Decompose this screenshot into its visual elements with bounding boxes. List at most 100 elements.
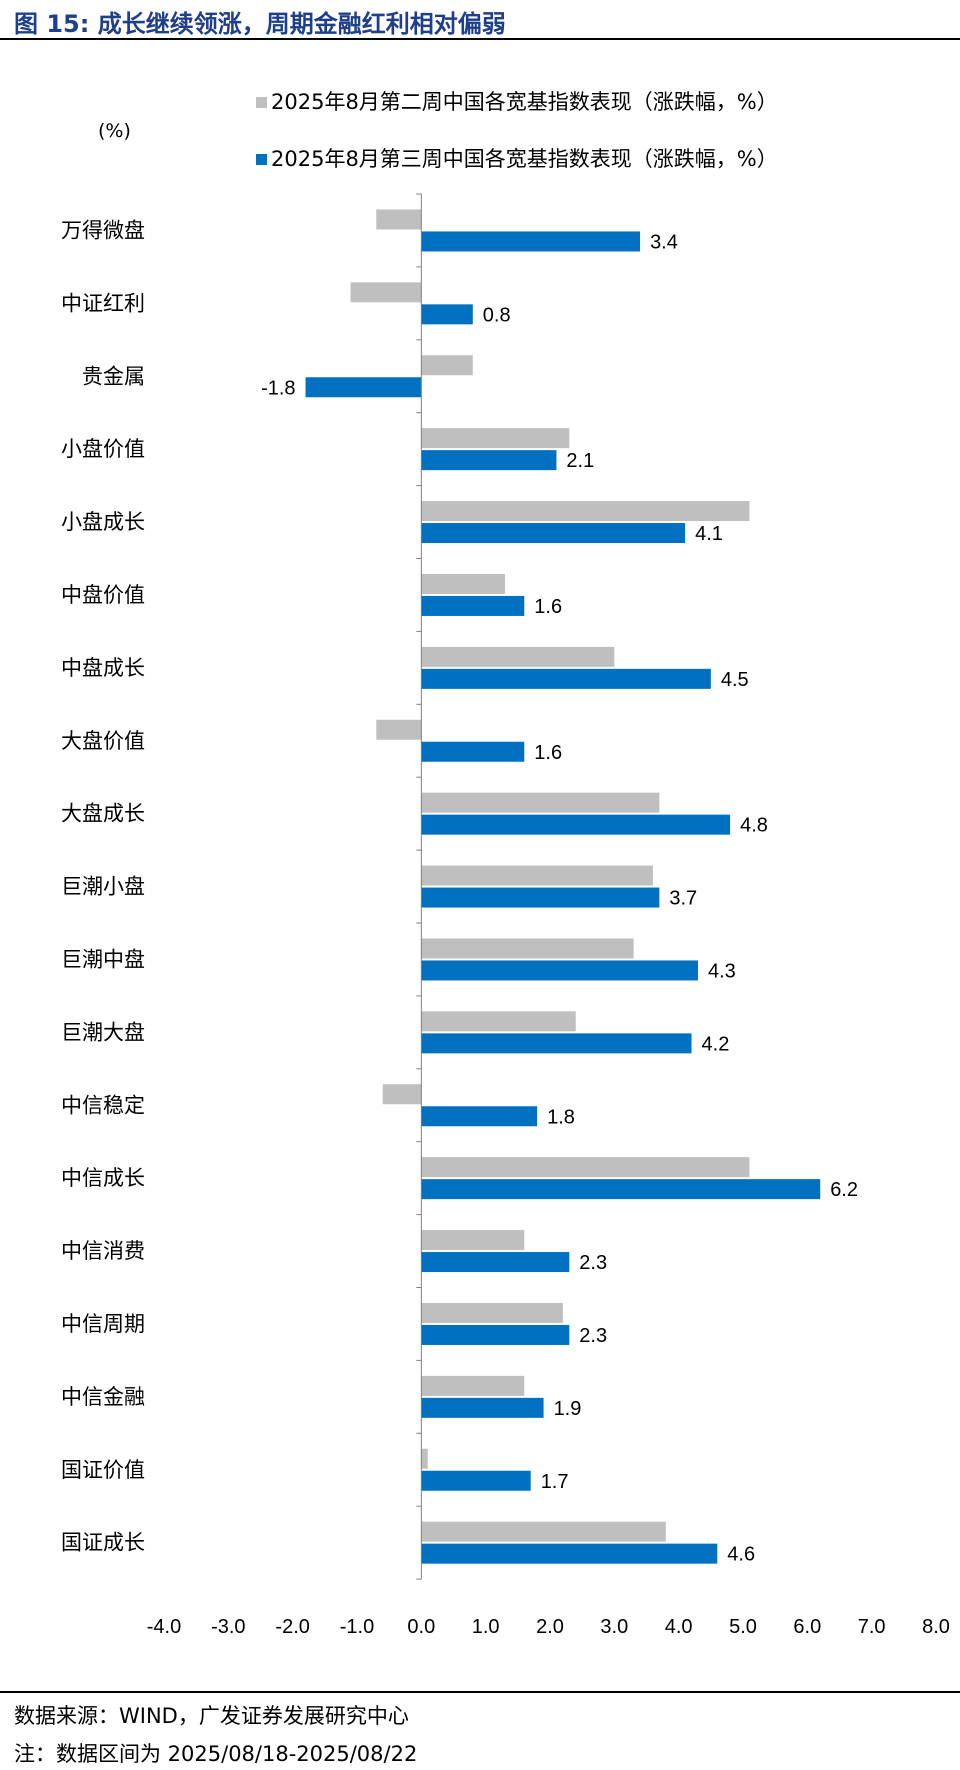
unit-label: (%) xyxy=(98,120,131,142)
bar-week3 xyxy=(421,1397,544,1418)
footer-divider xyxy=(0,1691,960,1693)
bar-week2 xyxy=(421,792,660,813)
legend-label-week2: 2025年8月第二周中国各宽基指数表现（涨跌幅，%） xyxy=(271,90,778,114)
bar-week3 xyxy=(421,741,525,762)
bar-week3 xyxy=(421,668,711,689)
category-label: 大盘价值 xyxy=(61,729,145,753)
data-label: 1.6 xyxy=(534,596,562,618)
x-tick-label: 5.0 xyxy=(729,1616,757,1638)
category-label: 国证成长 xyxy=(61,1531,145,1555)
bar-week3 xyxy=(421,1470,531,1491)
x-tick-label: 3.0 xyxy=(600,1616,628,1638)
bar-week3 xyxy=(421,231,641,252)
data-source: 数据来源：WIND，广发证券发展研究中心 xyxy=(14,1704,409,1728)
category-label: 中盘成长 xyxy=(61,656,145,680)
bar-week2 xyxy=(421,1230,525,1251)
data-label: 1.8 xyxy=(547,1106,575,1128)
category-label: 中盘价值 xyxy=(61,583,145,607)
data-label: 4.3 xyxy=(708,960,736,982)
data-label: 2.3 xyxy=(579,1325,607,1347)
bar-week2 xyxy=(421,646,615,667)
figure-title: 图 15: 成长继续领涨，周期金融红利相对偏弱 xyxy=(14,10,506,38)
data-label: 4.5 xyxy=(721,669,749,691)
bar-week2 xyxy=(421,1448,428,1469)
bar-week3 xyxy=(421,1179,821,1200)
bar-week2 xyxy=(421,1302,563,1323)
bar-week3 xyxy=(421,1106,538,1127)
data-label: 3.7 xyxy=(669,888,697,910)
x-tick-label: -1.0 xyxy=(340,1616,374,1638)
category-label: 中信周期 xyxy=(61,1312,145,1336)
bar-week3 xyxy=(421,1324,570,1345)
legend-item-week2: 2025年8月第二周中国各宽基指数表现（涨跌幅，%） xyxy=(256,86,778,116)
data-label: 1.7 xyxy=(541,1471,569,1493)
data-label: 1.9 xyxy=(554,1398,582,1420)
category-label: 中信消费 xyxy=(61,1239,145,1263)
category-label: 小盘成长 xyxy=(61,510,145,534)
category-label: 中信成长 xyxy=(61,1166,145,1190)
bar-week2 xyxy=(421,355,473,376)
legend-label-week3: 2025年8月第三周中国各宽基指数表现（涨跌幅，%） xyxy=(271,147,778,171)
x-tick-label: -3.0 xyxy=(211,1616,245,1638)
bar-week2 xyxy=(421,573,505,594)
x-tick-label: -4.0 xyxy=(147,1616,181,1638)
x-tick-label: -2.0 xyxy=(275,1616,309,1638)
category-label: 国证价值 xyxy=(61,1458,145,1482)
category-label: 中信稳定 xyxy=(61,1093,145,1117)
category-label: 巨潮大盘 xyxy=(61,1020,145,1044)
x-tick-label: 2.0 xyxy=(536,1616,564,1638)
category-label: 巨潮中盘 xyxy=(61,947,145,971)
bar-week2 xyxy=(421,1011,576,1032)
bar-week3 xyxy=(421,304,473,325)
data-label: 4.6 xyxy=(727,1544,755,1566)
x-tick-label: 0.0 xyxy=(407,1616,435,1638)
bar-week2 xyxy=(421,1521,666,1542)
bar-week2 xyxy=(376,209,422,230)
data-note: 注：数据区间为 2025/08/18-2025/08/22 xyxy=(14,1742,418,1766)
bar-week2 xyxy=(421,501,750,522)
bar-week2 xyxy=(421,428,570,449)
figure-header: 图 15: 成长继续领涨，周期金融红利相对偏弱 xyxy=(0,0,960,40)
data-label: 4.2 xyxy=(702,1033,730,1055)
category-label: 小盘价值 xyxy=(61,437,145,461)
x-tick-label: 6.0 xyxy=(793,1616,821,1638)
category-label: 大盘成长 xyxy=(61,802,145,826)
bar-week2 xyxy=(421,1157,750,1178)
legend-swatch-week3 xyxy=(256,154,267,165)
legend-swatch-week2 xyxy=(256,97,267,108)
x-tick-label: 8.0 xyxy=(922,1616,950,1638)
bar-week3 xyxy=(421,1543,718,1564)
bar-week3 xyxy=(421,887,660,908)
data-label: 4.1 xyxy=(695,523,723,545)
data-label: 6.2 xyxy=(830,1179,858,1201)
legend-item-week3: 2025年8月第三周中国各宽基指数表现（涨跌幅，%） xyxy=(256,143,778,173)
bar-week2 xyxy=(376,719,422,740)
category-label: 贵金属 xyxy=(82,364,145,388)
x-tick-label: 7.0 xyxy=(858,1616,886,1638)
bar-week2 xyxy=(350,282,422,303)
bar-week3 xyxy=(421,595,525,616)
category-label: 巨潮小盘 xyxy=(61,875,145,899)
bar-chart: 万得微盘 3.4 中证红利 0.8 贵金属 -1.8 小盘价值 2.1 小盘成长 4.1 中盘价值 1… xyxy=(61,193,950,1638)
bar-week3 xyxy=(421,523,686,544)
data-label: -1.8 xyxy=(261,377,295,399)
data-label: 2.3 xyxy=(579,1252,607,1274)
bar-week2 xyxy=(421,938,634,959)
bar-week2 xyxy=(421,865,653,886)
category-label: 中信金融 xyxy=(61,1385,145,1409)
bar-week2 xyxy=(382,1084,422,1105)
category-label: 中证红利 xyxy=(61,291,145,315)
bar-week3 xyxy=(305,377,422,398)
bar-week3 xyxy=(421,814,731,835)
data-label: 1.6 xyxy=(534,742,562,764)
bar-week3 xyxy=(421,960,698,981)
data-label: 3.4 xyxy=(650,231,678,253)
bar-week3 xyxy=(421,1033,692,1054)
x-tick-label: 4.0 xyxy=(665,1616,693,1638)
category-label: 万得微盘 xyxy=(61,218,145,242)
data-label: 4.8 xyxy=(740,815,768,837)
x-tick-label: 1.0 xyxy=(472,1616,500,1638)
bar-week3 xyxy=(421,1252,570,1273)
data-label: 2.1 xyxy=(566,450,594,472)
data-label: 0.8 xyxy=(483,304,511,326)
